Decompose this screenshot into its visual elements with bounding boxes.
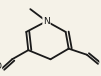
Text: O: O — [0, 62, 2, 71]
Text: O: O — [100, 59, 101, 68]
Text: N: N — [43, 17, 50, 26]
